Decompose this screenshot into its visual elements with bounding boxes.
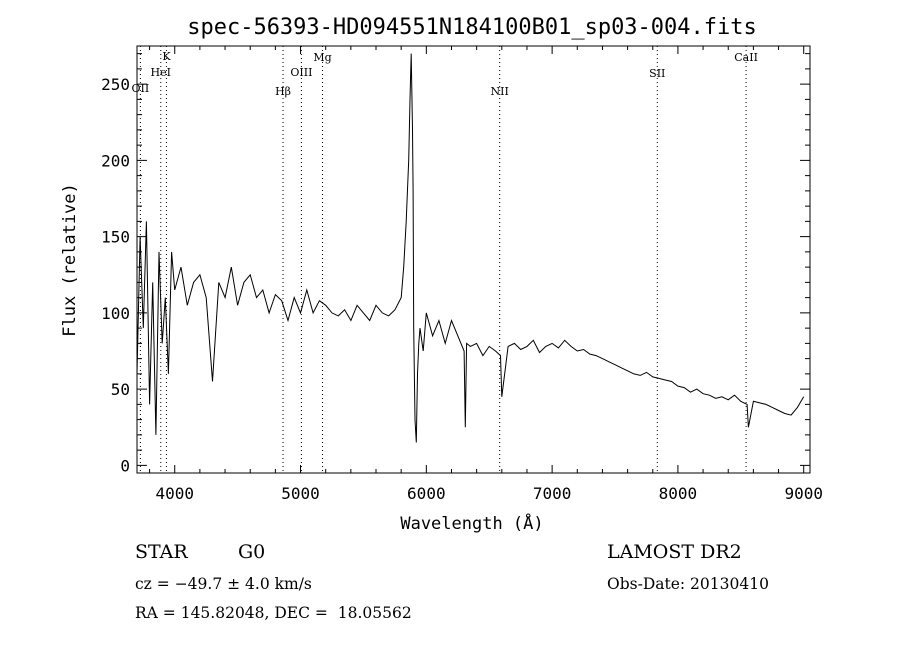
- ra-dec: RA = 145.82048, DEC = 18.05562: [135, 604, 412, 622]
- star-label: STAR: [135, 541, 188, 563]
- x-tick-label: 8000: [659, 484, 698, 503]
- x-tick-label: 5000: [281, 484, 320, 503]
- redshift-cz: cz = −49.7 ± 4.0 km/s: [135, 575, 312, 593]
- y-axis-label: Flux (relative): [60, 183, 80, 337]
- x-tick-label: 9000: [784, 484, 823, 503]
- spectral-line-label: SII: [649, 67, 665, 80]
- y-axis-ticks: 0 50 100 150 200 250: [101, 53, 810, 475]
- y-tick-label: 200: [101, 151, 130, 170]
- spectral-line-label: NII: [491, 85, 509, 98]
- x-tick-label: 4000: [155, 484, 194, 503]
- y-tick-label: 150: [101, 228, 130, 247]
- plot-frame: [136, 45, 811, 474]
- y-tick-label: 0: [120, 456, 130, 475]
- chart-title: spec-56393-HD094551N184100B01_sp03-004.f…: [187, 15, 757, 40]
- spectral-line-label: OIII: [290, 66, 312, 79]
- x-axis-label: Wavelength (Å): [400, 512, 543, 534]
- y-tick-label: 50: [111, 380, 130, 399]
- y-tick-label: 100: [101, 304, 130, 323]
- y-tick-label: 250: [101, 75, 130, 94]
- spectral-line-label: CaII: [734, 51, 758, 64]
- x-tick-label: 6000: [407, 484, 446, 503]
- spectral-subclass: G0: [238, 541, 266, 563]
- spectral-line-label: Mg: [313, 51, 331, 64]
- spectral-line-label: HeI: [151, 66, 171, 79]
- spectral-line-label: K: [162, 50, 171, 63]
- obs-date: Obs-Date: 20130410: [607, 575, 769, 593]
- x-axis-ticks: 4000 5000 6000 7000 8000 9000: [149, 46, 823, 503]
- survey-label: LAMOST DR2: [607, 541, 742, 563]
- spectrum-line: [136, 53, 805, 443]
- x-tick-label: 7000: [533, 484, 572, 503]
- spectral-line-label: OII: [132, 82, 150, 95]
- spectral-line-label: Hβ: [275, 85, 291, 98]
